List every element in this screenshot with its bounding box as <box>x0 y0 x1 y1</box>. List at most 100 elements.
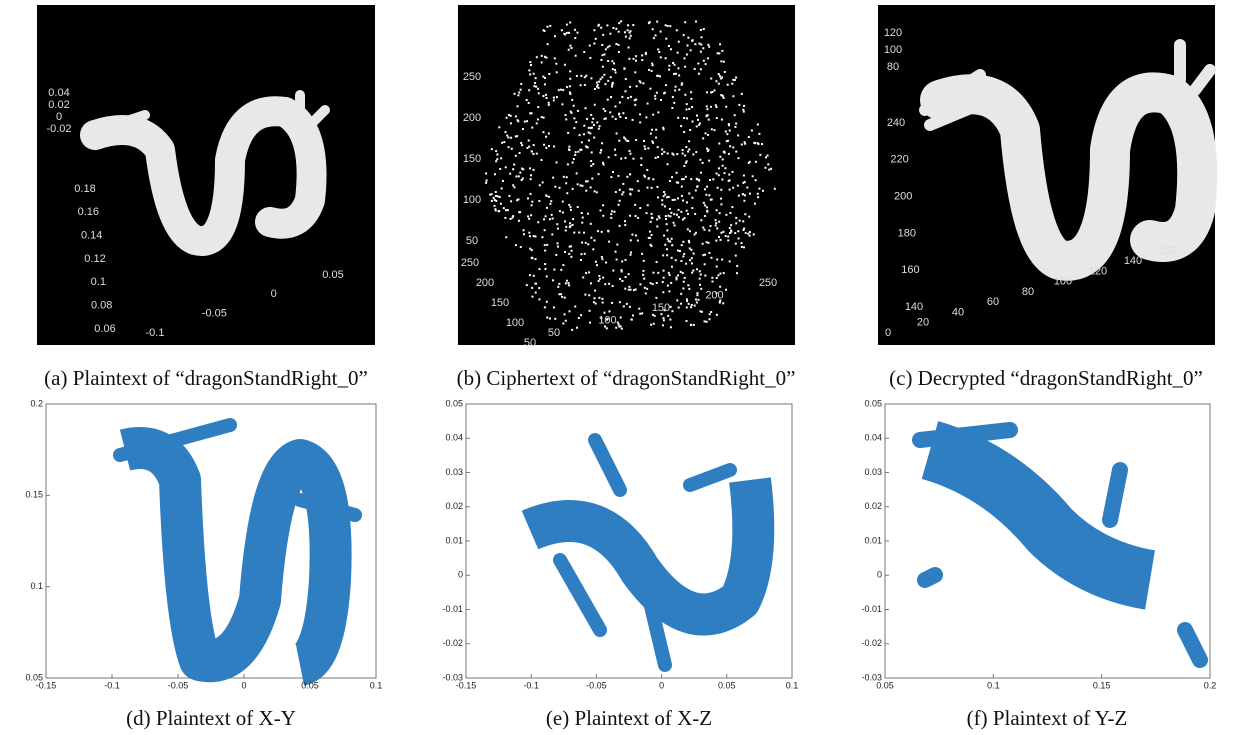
cipher-point <box>514 93 516 95</box>
cipher-point <box>667 215 669 217</box>
cipher-point <box>715 80 717 82</box>
cipher-point <box>568 49 570 51</box>
cipher-point <box>539 184 541 186</box>
cipher-point <box>704 275 706 277</box>
cipher-point <box>609 45 611 47</box>
cipher-point <box>577 183 579 185</box>
cipher-point <box>512 168 514 170</box>
tick-label: 100 <box>1054 276 1072 288</box>
cipher-point <box>621 328 623 330</box>
cipher-point <box>666 254 668 256</box>
cipher-point <box>502 180 504 182</box>
cipher-point <box>718 143 720 145</box>
tick-label: 200 <box>476 277 494 289</box>
cipher-point <box>512 184 514 186</box>
x-tick-label: 0.05 <box>718 680 736 690</box>
cipher-point <box>661 199 663 201</box>
cipher-point <box>541 116 543 118</box>
cipher-point <box>569 91 571 93</box>
cipher-point <box>710 199 712 201</box>
x-tick-label: 0.2 <box>1204 680 1217 690</box>
cipher-point <box>585 272 587 274</box>
cipher-point <box>669 180 671 182</box>
cipher-point <box>684 155 686 157</box>
cipher-point <box>565 229 567 231</box>
cipher-point <box>722 302 724 304</box>
cipher-point <box>719 156 721 158</box>
cipher-point <box>556 161 558 163</box>
cipher-point <box>599 152 601 154</box>
cipher-point <box>548 102 550 104</box>
cipher-point <box>724 167 726 169</box>
cipher-point <box>545 147 547 149</box>
cipher-point <box>573 232 575 234</box>
cipher-point <box>710 92 712 94</box>
cipher-point <box>526 99 528 101</box>
cipher-point <box>609 111 611 113</box>
cipher-point <box>531 150 533 152</box>
cipher-point <box>586 118 588 120</box>
cipher-point <box>587 146 589 148</box>
cipher-point <box>755 161 757 163</box>
cipher-point <box>691 106 693 108</box>
cipher-point <box>666 196 668 198</box>
cipher-point <box>585 242 587 244</box>
cipher-point <box>630 239 632 241</box>
cipher-point <box>742 220 744 222</box>
cipher-point <box>699 310 701 312</box>
cipher-point <box>494 173 496 175</box>
cipher-point <box>678 74 680 76</box>
cipher-point <box>536 153 538 155</box>
cipher-point <box>680 303 682 305</box>
cipher-point <box>757 196 759 198</box>
cipher-point <box>700 36 702 38</box>
cipher-point <box>567 132 569 134</box>
cipher-point <box>564 64 566 66</box>
cipher-point <box>647 147 649 149</box>
cipher-point <box>494 205 496 207</box>
cipher-point <box>642 274 644 276</box>
cipher-point <box>632 24 634 26</box>
cipher-point <box>576 172 578 174</box>
cipher-point <box>721 119 723 121</box>
cipher-point <box>528 89 530 91</box>
cipher-point <box>534 82 536 84</box>
cipher-point <box>638 308 640 310</box>
cipher-point <box>648 237 650 239</box>
cipher-point <box>592 118 594 120</box>
cipher-point <box>580 259 582 261</box>
cipher-point <box>491 148 493 150</box>
cipher-point <box>618 204 620 206</box>
cipher-point <box>526 147 528 149</box>
cipher-point <box>504 217 506 219</box>
cipher-point <box>572 218 574 220</box>
cipher-point <box>694 213 696 215</box>
figure: (a) Plaintext of “dragonStandRight_0”(b)… <box>0 0 1239 735</box>
tick-label: 20 <box>917 317 929 329</box>
cipher-point <box>665 57 667 59</box>
cipher-point <box>580 75 582 77</box>
cipher-point <box>687 213 689 215</box>
cipher-point <box>656 186 658 188</box>
cipher-point <box>676 214 678 216</box>
cipher-point <box>531 112 533 114</box>
cipher-point <box>581 222 583 224</box>
tick-label: 0 <box>885 327 891 339</box>
cipher-point <box>727 239 729 241</box>
cipher-point <box>686 103 688 105</box>
cipher-point <box>562 212 564 214</box>
cipher-point <box>590 160 592 162</box>
tick-label: 200 <box>463 112 481 124</box>
tick-label: 250 <box>759 277 777 289</box>
cipher-point <box>680 211 682 213</box>
cipher-point <box>663 270 665 272</box>
cipher-point <box>642 82 644 84</box>
caption: (c) Decrypted “dragonStandRight_0” <box>889 366 1203 390</box>
y-tick-label: 0.04 <box>445 433 463 443</box>
cipher-point <box>572 224 574 226</box>
cipher-point <box>704 254 706 256</box>
cipher-point <box>649 231 651 233</box>
cipher-point <box>737 185 739 187</box>
cipher-point <box>500 203 502 205</box>
cipher-point <box>615 118 617 120</box>
